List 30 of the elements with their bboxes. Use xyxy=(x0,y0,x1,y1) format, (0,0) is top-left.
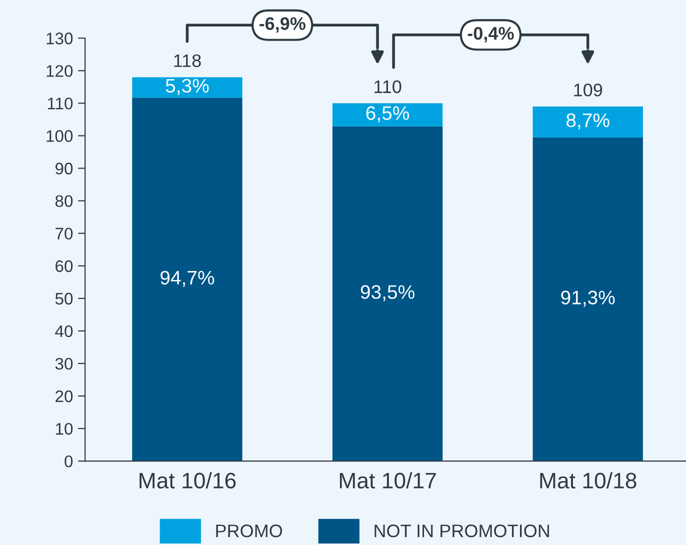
y-tick-label: 40 xyxy=(55,325,73,338)
x-tick-label: Mat 10/16 xyxy=(140,472,236,489)
total-label: 110 xyxy=(374,80,402,94)
y-tick-label: 20 xyxy=(56,390,73,402)
y-tick-label: 60 xyxy=(56,260,73,272)
y-tick-label: 130 xyxy=(46,32,73,44)
y-tick-label: 10 xyxy=(56,422,73,435)
annotation: 94,7% xyxy=(160,270,214,287)
x-tick-label: Mat 10/17 xyxy=(340,472,436,489)
y-tick-label: 110 xyxy=(48,98,73,110)
annotation: 6,5% xyxy=(366,106,410,122)
annotation: -0,4% xyxy=(468,26,514,42)
annotation: 93,5% xyxy=(360,285,414,302)
legend-label: PROMO xyxy=(216,524,282,538)
y-tick-label: 70 xyxy=(56,228,73,240)
annotation: 8,7% xyxy=(566,113,610,130)
annotation: 5,3% xyxy=(166,78,209,95)
annotation: 91,3% xyxy=(561,290,615,307)
legend-label: NOT IN PROMOTION xyxy=(374,524,549,538)
x-tick-label: Mat 10/18 xyxy=(540,472,636,489)
y-tick-label: 50 xyxy=(55,292,73,305)
y-tick-label: 0 xyxy=(64,455,73,468)
y-tick-label: 80 xyxy=(55,195,73,208)
y-tick-label: 90 xyxy=(56,162,73,174)
y-tick-label: 120 xyxy=(46,65,73,77)
y-tick-label: 100 xyxy=(46,130,73,142)
total-label: 118 xyxy=(174,54,201,68)
total-label: 109 xyxy=(574,84,602,96)
y-tick-label: 30 xyxy=(55,358,73,370)
text: -6,9% xyxy=(259,17,306,33)
